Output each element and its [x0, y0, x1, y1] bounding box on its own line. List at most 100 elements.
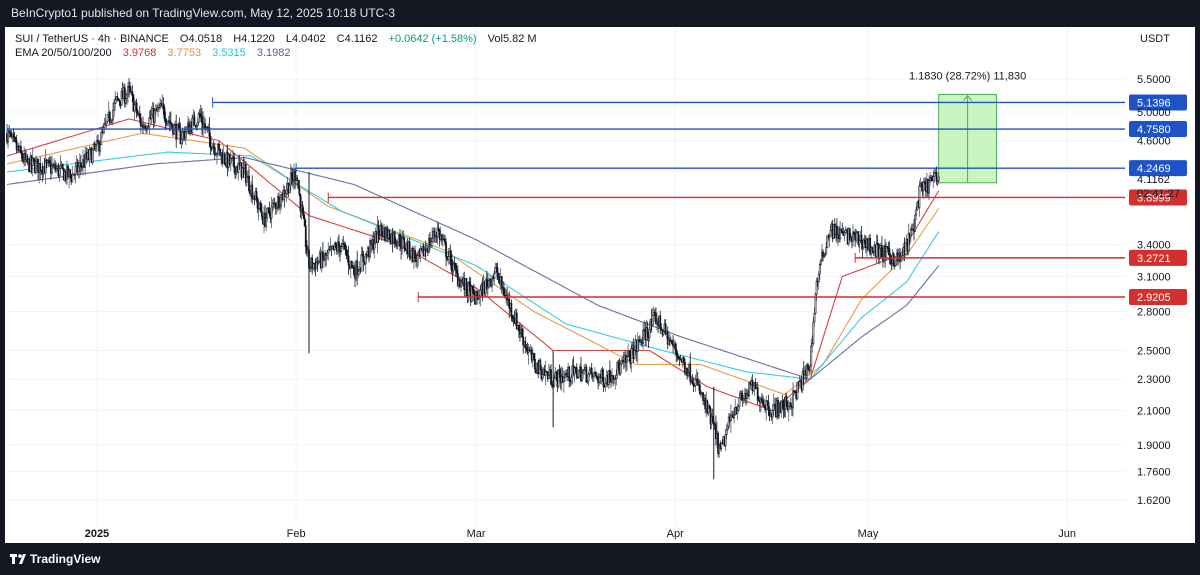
- candle-body: [356, 260, 359, 276]
- candle-body: [727, 416, 730, 428]
- candle-down: [525, 344, 528, 352]
- candle-body: [350, 260, 353, 267]
- ema50-value: 3.7753: [167, 47, 202, 59]
- candle-body: [768, 409, 771, 417]
- candle-body: [303, 217, 306, 227]
- candle-body: [726, 426, 729, 430]
- candle-up: [801, 368, 804, 394]
- candle-body: [763, 404, 766, 407]
- candle-body: [270, 206, 273, 219]
- candle-body: [193, 115, 196, 126]
- candle-body: [430, 241, 432, 246]
- candle-body: [696, 378, 699, 386]
- candle-up: [112, 102, 114, 126]
- candle-body: [628, 350, 631, 357]
- footer-brand[interactable]: TradingView: [30, 552, 101, 566]
- price-axis[interactable]: 4.1162 02:41:27 1.6200 1.7600 1.9000 2.1000 2.…: [1137, 74, 1180, 507]
- horizontal-levels[interactable]: 5.1396 4.7580 4.2469 3.8999 3.2721 2.9205: [6, 94, 1187, 305]
- candle-down: [682, 355, 685, 366]
- candle-up: [592, 371, 595, 383]
- candle-body: [399, 234, 401, 247]
- candle-down: [691, 374, 694, 385]
- price-chart[interactable]: 1.1830 (28.72%) 11,830 5.1396 4.7580 4.246…: [5, 27, 1195, 543]
- chart-panel[interactable]: SUI / TetherUS · 4h · BINANCE O4.0518 H4…: [5, 27, 1195, 543]
- candle-body: [858, 240, 861, 245]
- candle-body: [772, 404, 775, 411]
- candle-body: [604, 382, 607, 388]
- candle-down: [511, 314, 514, 323]
- candle-body: [402, 236, 405, 239]
- candle-down: [408, 237, 411, 261]
- candle-up: [806, 362, 808, 381]
- candle-down: [660, 323, 663, 331]
- candle-body: [433, 230, 436, 238]
- candle-body: [138, 113, 141, 119]
- candle-up: [341, 238, 344, 249]
- candle-body: [809, 365, 812, 372]
- publish-header: BeInCrypto1 published on TradingView.com…: [0, 0, 1200, 27]
- candle-up: [215, 151, 218, 165]
- candle-body: [541, 374, 544, 379]
- candle-body: [388, 230, 391, 240]
- candle-down: [129, 81, 132, 94]
- time-axis[interactable]: 2025 Feb Mar Apr May Jun: [85, 528, 1076, 540]
- support-price-label: 2.9205: [1137, 292, 1171, 304]
- candle-body: [129, 86, 132, 92]
- time-tick-label: Jun: [1058, 528, 1076, 540]
- candle-body: [157, 107, 159, 112]
- candle-body: [762, 400, 764, 406]
- ema-lines: [6, 118, 940, 412]
- candle-body: [515, 312, 518, 330]
- candle-down: [299, 193, 302, 218]
- candle-up: [636, 332, 639, 364]
- candle-down: [841, 222, 844, 234]
- low-value: L4.0402: [285, 33, 326, 45]
- candle-up: [736, 403, 739, 420]
- candle-body: [473, 289, 475, 295]
- candle-body: [930, 176, 933, 180]
- ema-label[interactable]: EMA 20/50/100/200: [15, 47, 112, 59]
- candle-down: [550, 364, 552, 385]
- candle-up: [153, 108, 156, 127]
- candle-body: [521, 328, 523, 338]
- symbol-label[interactable]: SUI / TetherUS · 4h · BINANCE: [15, 33, 169, 45]
- candle-body: [806, 364, 808, 376]
- candle-down: [259, 200, 262, 213]
- price-tick-label: 5.5000: [1137, 74, 1171, 86]
- candle-body: [102, 127, 105, 133]
- candle-body: [71, 173, 74, 183]
- candle-down: [876, 235, 879, 246]
- candle-body: [586, 380, 589, 383]
- candle-up: [196, 117, 199, 131]
- candle-up: [31, 148, 34, 177]
- currency-label[interactable]: USDT: [1140, 33, 1170, 45]
- candle-body: [32, 158, 35, 161]
- candle-body: [885, 246, 888, 259]
- support-price-label: 3.2721: [1137, 253, 1171, 265]
- candle-body: [344, 244, 347, 251]
- candle-body: [675, 348, 678, 354]
- candle-up: [875, 234, 878, 265]
- candle-down: [108, 110, 111, 125]
- candle-up: [771, 403, 774, 425]
- candle-body: [251, 184, 254, 200]
- candle-up: [491, 275, 494, 293]
- candle-body: [104, 123, 107, 125]
- candle-up: [812, 317, 815, 346]
- candle-down: [20, 140, 22, 155]
- candle-body: [116, 96, 119, 99]
- candle-body: [664, 323, 667, 335]
- candle-down: [138, 105, 141, 124]
- candle-up: [725, 423, 728, 439]
- candle-up: [828, 233, 831, 248]
- candle-body: [683, 361, 686, 373]
- candle-body: [176, 124, 179, 140]
- candle-body: [275, 206, 278, 210]
- candle-body: [869, 237, 872, 255]
- candle-body: [289, 172, 292, 186]
- candle-body: [105, 120, 108, 124]
- candle-body: [274, 203, 277, 210]
- candle-down: [638, 335, 641, 343]
- candle-up: [74, 162, 77, 184]
- candle-body: [296, 177, 299, 181]
